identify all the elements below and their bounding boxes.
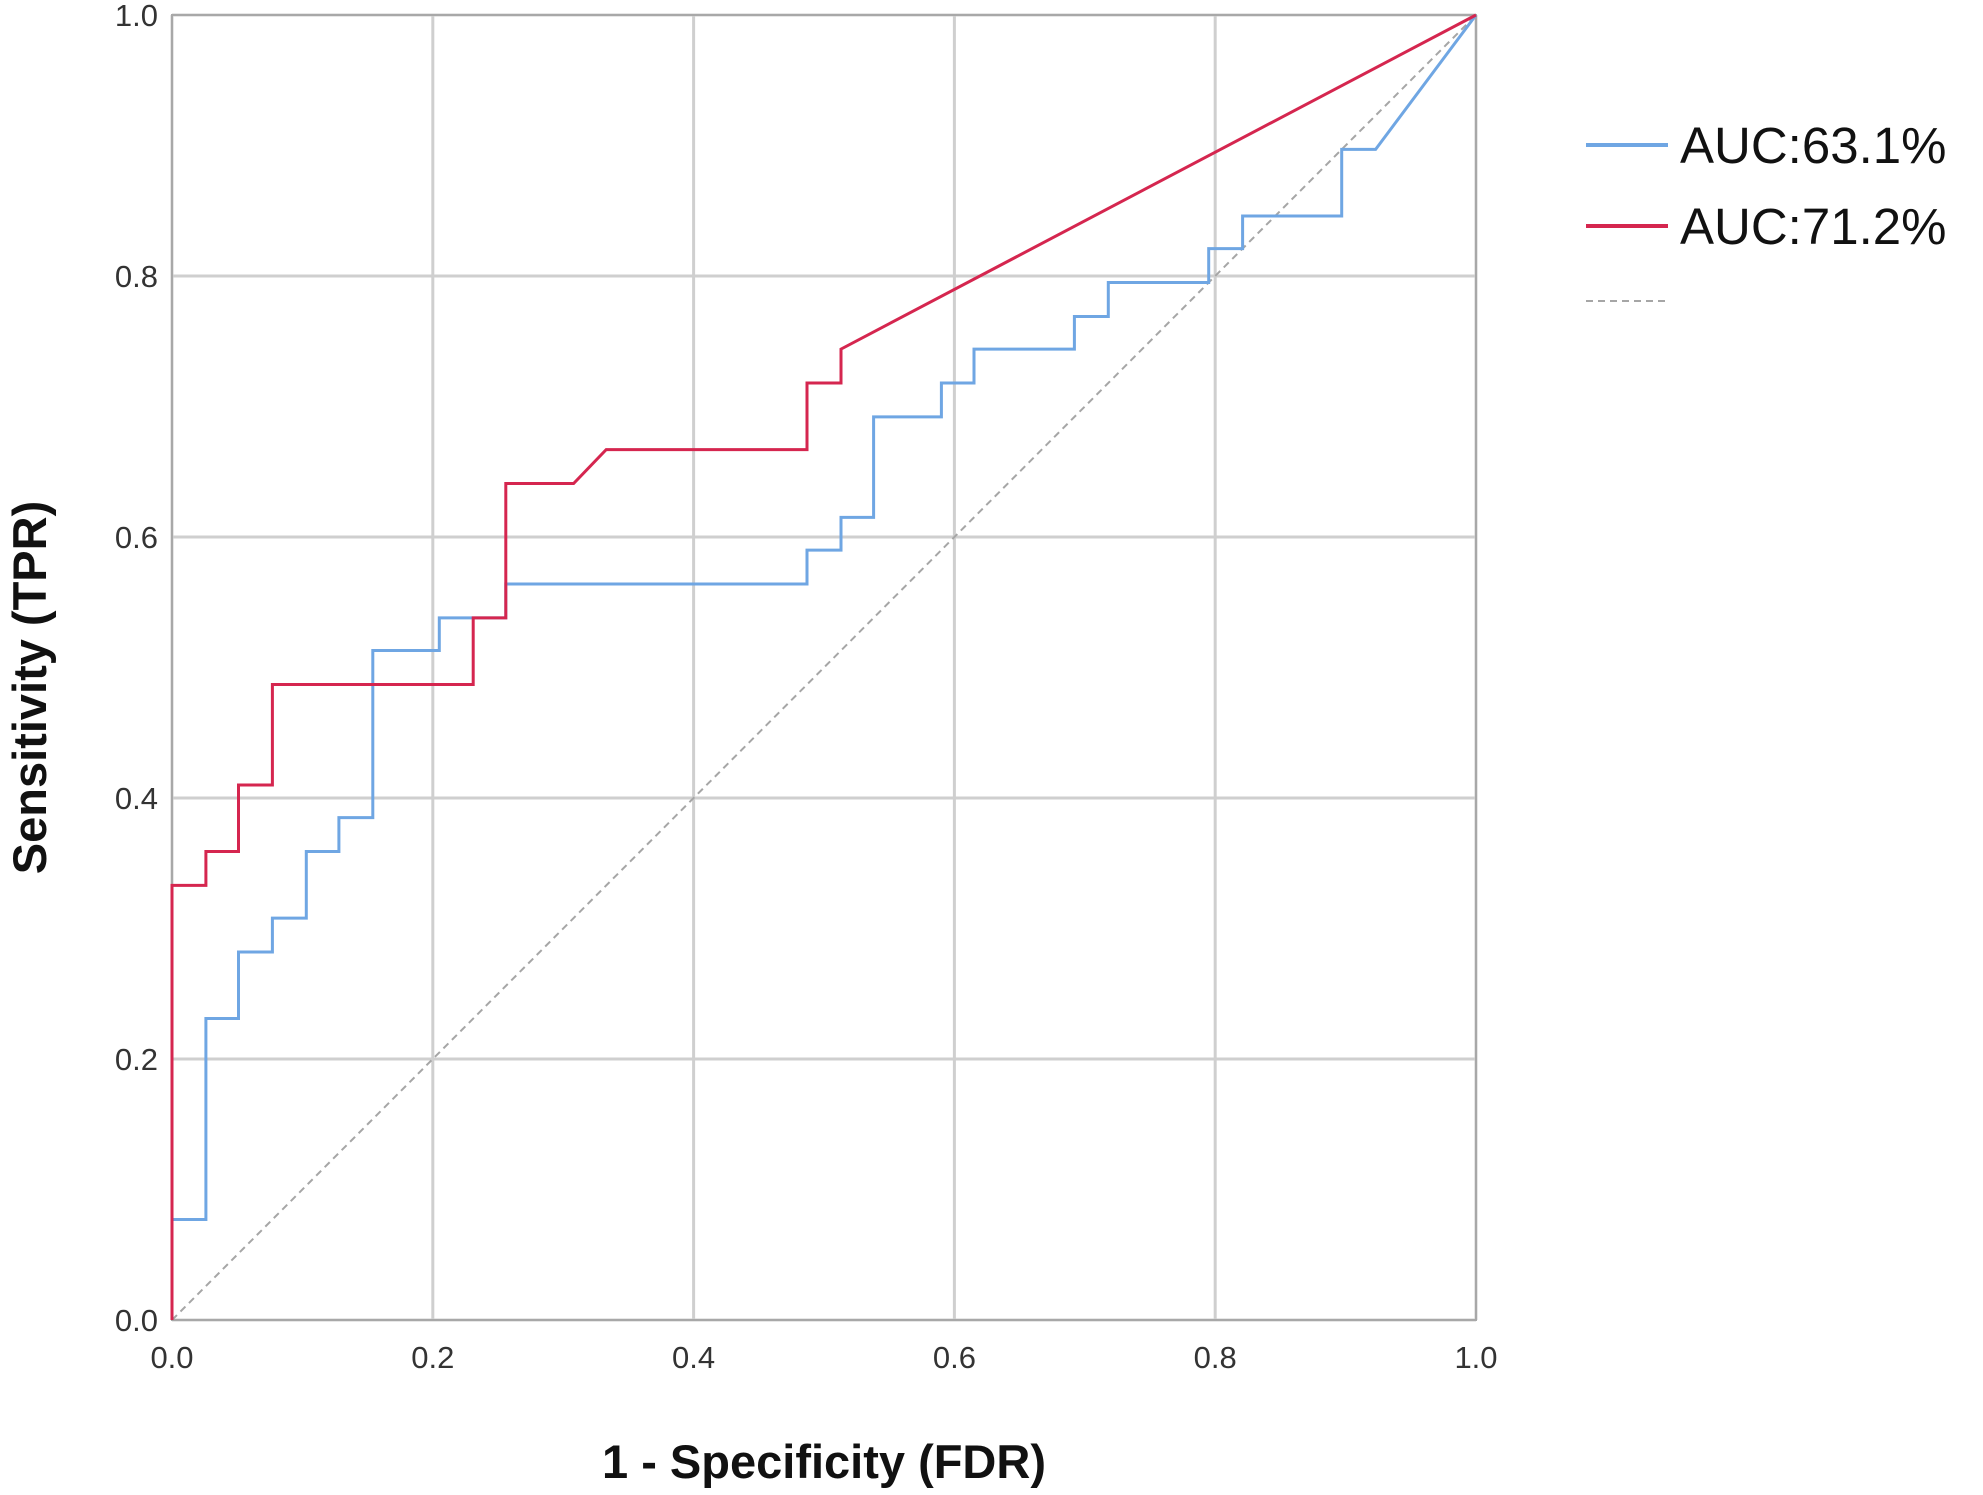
- y-tick-label: 0.0: [115, 1303, 158, 1338]
- y-tick-label: 0.4: [115, 781, 158, 816]
- legend-label: AUC:63.1%: [1680, 117, 1946, 174]
- y-tick-label: 0.2: [115, 1042, 158, 1077]
- x-tick-label: 1.0: [1454, 1340, 1497, 1375]
- roc-curve-series-1: [170, 13, 1477, 1320]
- y-tick-label: 1.0: [115, 0, 158, 33]
- grid-lines: [170, 13, 1478, 1322]
- plot-frame: [171, 14, 1477, 1321]
- series-layer: [170, 13, 1478, 1321]
- x-axis-tick-labels: 0.0 0.2 0.4 0.6 0.8 1.0: [150, 1340, 1497, 1375]
- x-tick-label: 0.8: [1194, 1340, 1237, 1375]
- x-tick-label: 0.0: [150, 1340, 193, 1375]
- y-axis-tick-labels: 0.0 0.2 0.4 0.6 0.8 1.0: [115, 0, 158, 1338]
- y-axis-title: Sensitivity (TPR): [3, 501, 56, 874]
- legend: AUC:63.1% AUC:71.2%: [1586, 117, 1946, 302]
- legend-label: AUC:71.2%: [1680, 198, 1946, 255]
- x-tick-label: 0.6: [933, 1340, 976, 1375]
- x-axis-title: 1 - Specificity (FDR): [602, 1435, 1046, 1488]
- reference-diagonal-line: [171, 14, 1477, 1321]
- x-tick-label: 0.4: [672, 1340, 715, 1375]
- y-tick-label: 0.6: [115, 520, 158, 555]
- y-tick-label: 0.8: [115, 259, 158, 294]
- x-tick-label: 0.2: [411, 1340, 454, 1375]
- roc-curve-series-0: [170, 14, 1478, 1320]
